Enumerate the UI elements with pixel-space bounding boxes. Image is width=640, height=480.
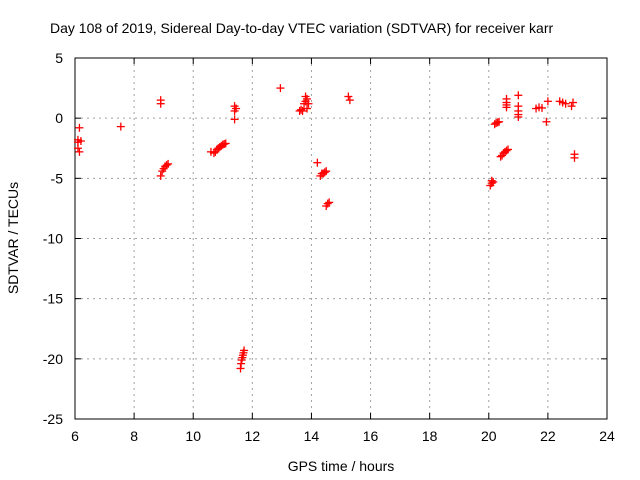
data-point [303, 94, 312, 103]
data-points [73, 84, 579, 373]
data-point [73, 144, 82, 153]
data-point [297, 105, 306, 114]
data-point [116, 122, 125, 131]
axis-ticks: 6 8 10 12 14 16 18 20 22 24 5 0 -5 -10 -15 -20 -25 [43, 50, 615, 444]
data-point [75, 123, 84, 132]
data-point [162, 161, 171, 170]
data-point [156, 99, 165, 108]
y-tick-label: 5 [55, 50, 63, 66]
y-tick-label: -20 [43, 351, 63, 367]
data-point [320, 168, 329, 177]
data-point [156, 171, 165, 180]
data-point [495, 117, 504, 126]
data-point [323, 199, 332, 208]
x-tick-label: 6 [71, 428, 79, 444]
y-tick-label: -5 [51, 170, 64, 186]
x-tick-label: 18 [422, 428, 438, 444]
data-point [514, 91, 523, 100]
data-point [570, 153, 579, 162]
data-point [298, 106, 307, 115]
data-point [543, 97, 552, 106]
x-tick-label: 20 [481, 428, 497, 444]
y-tick-label: -25 [43, 411, 63, 427]
data-point [276, 84, 285, 93]
data-point [232, 104, 241, 113]
x-tick-label: 12 [245, 428, 261, 444]
data-point [567, 102, 576, 111]
x-axis-label: GPS time / hours [288, 458, 395, 474]
data-point [569, 98, 578, 107]
data-point [503, 145, 512, 154]
chart-title: Day 108 of 2019, Sidereal Day-to-day VTE… [50, 20, 553, 36]
data-point [230, 115, 239, 124]
data-point [489, 177, 498, 186]
data-point [304, 99, 313, 108]
data-point [514, 112, 523, 121]
data-point [537, 103, 546, 112]
x-tick-label: 24 [599, 428, 615, 444]
data-point [240, 346, 249, 355]
data-point [345, 96, 354, 105]
data-point [164, 159, 173, 168]
x-tick-label: 14 [304, 428, 320, 444]
y-tick-label: -10 [43, 231, 63, 247]
x-tick-label: 22 [540, 428, 556, 444]
data-point [221, 139, 230, 148]
data-point [313, 158, 322, 167]
data-point [303, 104, 312, 113]
grid [75, 58, 607, 419]
data-point [561, 99, 570, 108]
data-point [322, 167, 331, 176]
x-tick-label: 8 [130, 428, 138, 444]
y-tick-label: -15 [43, 291, 63, 307]
data-point [325, 198, 334, 207]
x-tick-label: 10 [185, 428, 201, 444]
data-point [75, 147, 84, 156]
data-point [502, 100, 511, 109]
data-point [542, 117, 551, 126]
data-point [76, 137, 85, 146]
y-tick-label: 0 [55, 110, 63, 126]
y-axis-label: SDTVAR / TECUs [5, 182, 21, 294]
data-point [344, 92, 353, 101]
data-point [502, 146, 511, 155]
x-tick-label: 16 [363, 428, 379, 444]
data-point [487, 176, 496, 185]
